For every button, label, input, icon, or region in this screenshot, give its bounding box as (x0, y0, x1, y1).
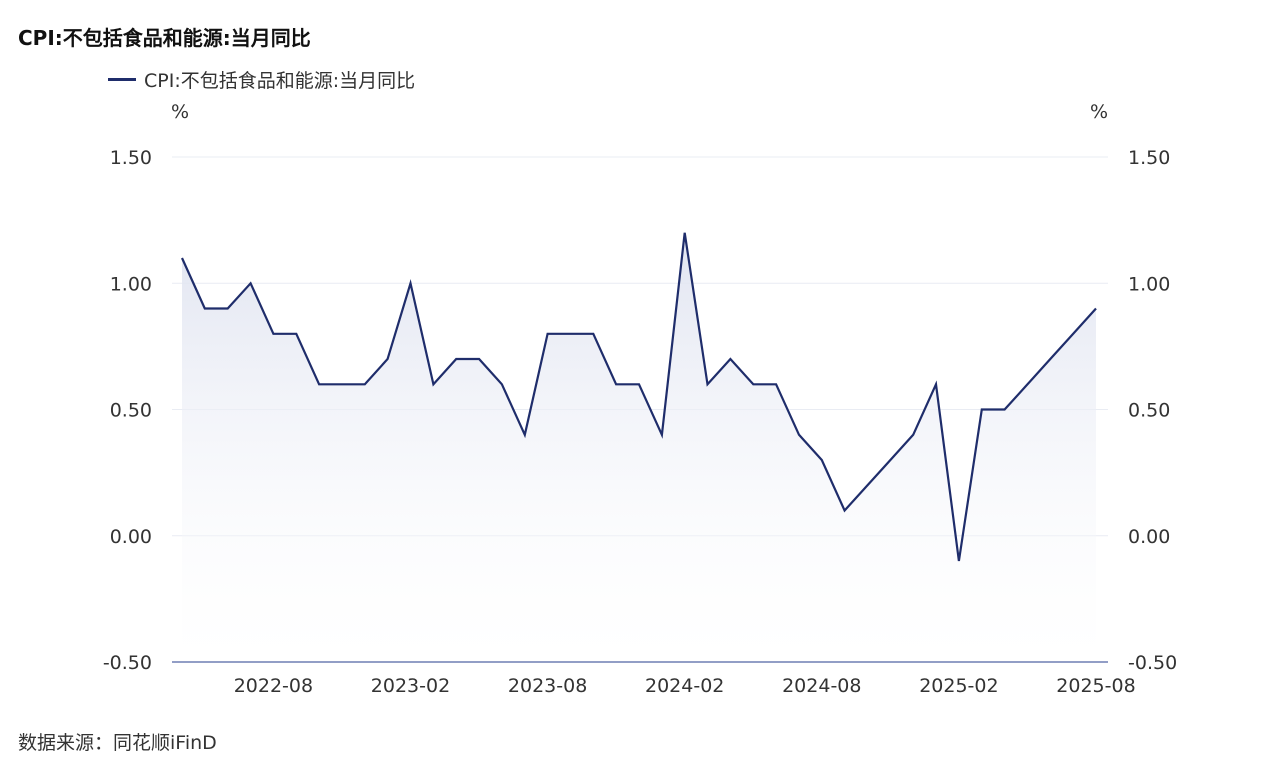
chart-title: CPI:不包括食品和能源:当月同比 (18, 26, 311, 50)
y-tick-label-left: -0.50 (103, 652, 152, 674)
line-layer (180, 232, 1097, 562)
y-tick-label-left: 1.50 (110, 147, 152, 169)
y-tick-label-right: 0.00 (1128, 526, 1170, 548)
legend-label: CPI:不包括食品和能源:当月同比 (144, 70, 416, 92)
x-tick-label: 2024-08 (782, 675, 861, 697)
x-tick-label: 2025-08 (1056, 675, 1135, 697)
series-line (180, 232, 1097, 562)
data-source-note: 数据来源：同花顺iFinD (18, 732, 217, 754)
y-tick-label-right: 1.00 (1128, 273, 1170, 295)
legend-line-swatch (108, 78, 136, 81)
y-tick-label-left: 0.50 (110, 400, 152, 422)
y-tick-label-left: 1.00 (110, 273, 152, 295)
y-tick-label-right: 1.50 (1128, 147, 1170, 169)
chart-legend: CPI:不包括食品和能源:当月同比 (108, 66, 415, 93)
y-unit-left: % (171, 101, 189, 123)
label-layer: 1.50 1.50 1.00 1.00 0.50 0.50 0.00 0.00 -0.50 -0.… (103, 101, 1177, 697)
y-unit-right: % (1090, 101, 1108, 123)
x-tick-label: 2024-02 (645, 675, 724, 697)
y-tick-label-left: 0.00 (110, 526, 152, 548)
y-tick-label-right: -0.50 (1128, 652, 1177, 674)
x-tick-label: 2022-08 (234, 675, 313, 697)
series-area (182, 232, 1096, 663)
x-tick-label: 2023-02 (371, 675, 450, 697)
x-tick-label: 2023-08 (508, 675, 587, 697)
x-tick-label: 2025-02 (919, 675, 998, 697)
area-layer (182, 232, 1096, 663)
y-tick-label-right: 0.50 (1128, 400, 1170, 422)
